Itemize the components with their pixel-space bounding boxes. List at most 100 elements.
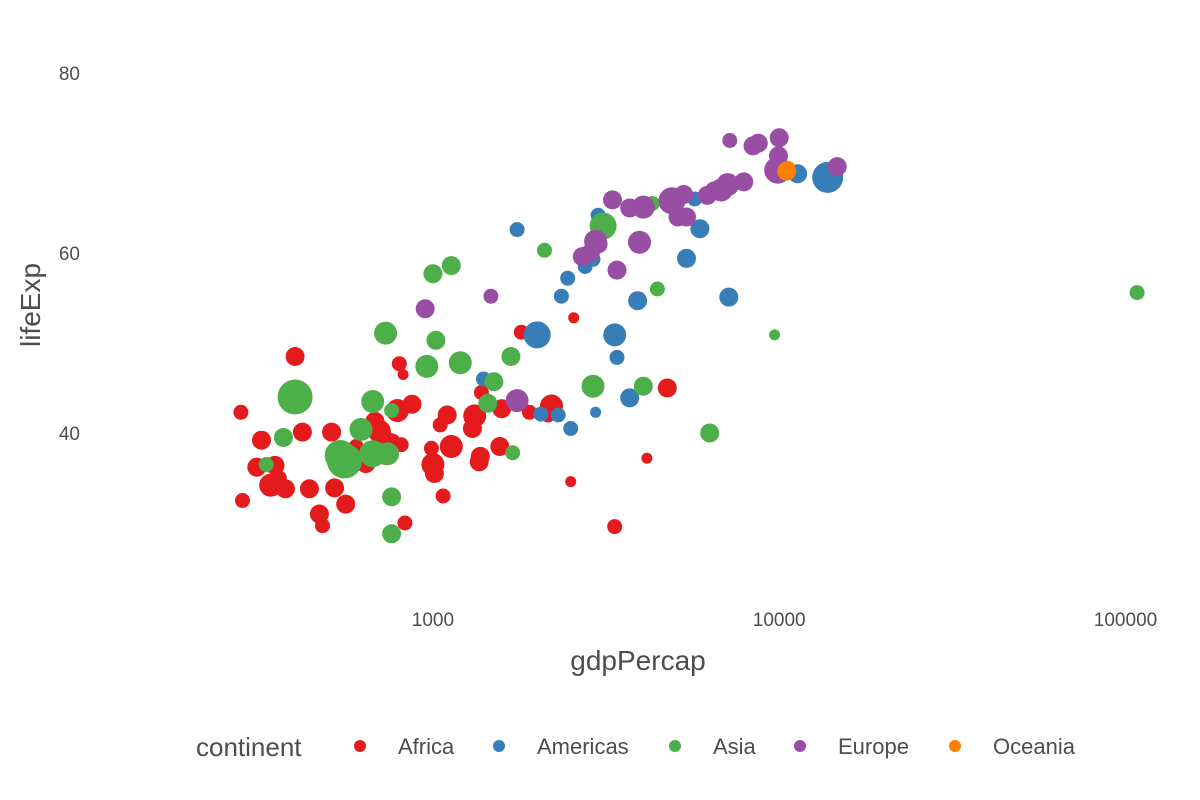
data-point-americas [603,323,627,347]
y-tick-label: 60 [59,244,80,265]
data-point-asia [581,374,605,398]
data-point-asia [258,457,274,472]
data-point-europe [483,288,499,304]
data-point-africa [402,394,422,414]
data-point-africa [424,464,444,483]
data-point-asia [415,354,439,378]
data-point-africa [336,494,356,514]
data-point-americas [533,406,549,422]
data-point-africa [607,519,623,535]
data-point-americas [609,349,625,365]
data-point-europe [748,133,768,153]
data-point-americas [563,421,579,436]
data-point-asia [374,321,398,345]
data-point-europe [415,299,435,319]
data-point-africa [252,430,271,450]
data-point-africa [470,446,490,466]
legend: continent Africa Americas Asia Europe Oceania [196,732,1076,762]
data-point-africa [490,437,510,456]
data-point-asia [1129,285,1145,301]
data-point-americas [719,287,739,307]
data-point-americas [509,222,525,238]
data-point-africa [325,478,345,498]
data-point-africa [292,422,312,442]
data-point-asia [382,487,402,507]
data-point-africa [391,356,407,372]
y-tick-label: 40 [59,424,80,445]
data-point-europe [722,133,738,148]
x-axis-title: gdpPercap [570,645,705,676]
data-point-europe [674,185,694,204]
data-point-americas [590,406,602,418]
data-point-africa [437,405,457,425]
data-point-europe [628,230,651,254]
data-point-americas [677,248,696,268]
data-point-europe [734,172,754,192]
data-point-asia [326,443,362,479]
data-point-asia [478,393,498,413]
data-point-africa [521,404,537,420]
data-point-americas [628,291,648,311]
data-point-americas [560,270,576,286]
data-point-africa [568,312,580,324]
legend-key-americas [493,740,505,752]
data-point-africa [641,452,653,464]
data-point-asia [349,417,373,441]
data-point-europe [677,207,696,227]
data-point-asia [382,524,402,544]
data-point-asia [384,403,400,418]
data-point-americas [690,219,710,239]
data-point-africa [322,422,342,442]
data-point-asia [441,256,461,276]
data-point-europe [588,234,608,254]
x-tick-label: 1000 [412,610,454,631]
data-point-africa [397,369,409,380]
data-point-americas [620,388,640,408]
data-point-africa [397,515,413,531]
data-point-africa [233,404,249,420]
legend-key-oceania [949,740,961,752]
data-point-americas [550,407,566,423]
data-point-africa [315,518,330,534]
data-point-europe [603,190,622,210]
data-point-asia [277,379,313,415]
data-point-africa [439,435,463,458]
data-point-asia [273,428,293,447]
points-layer [233,128,1145,544]
data-point-asia [361,390,385,413]
legend-label-europe: Europe [838,734,909,759]
data-point-africa [423,440,439,456]
legend-key-europe [794,740,806,752]
legend-label-africa: Africa [398,734,455,759]
data-point-africa [565,476,577,488]
data-point-europe [769,146,788,166]
data-point-europe [827,157,847,177]
data-point-americas [553,288,569,304]
data-point-asia [505,445,521,461]
legend-key-africa [354,740,366,752]
legend-label-oceania: Oceania [993,734,1076,759]
data-point-africa [435,488,451,504]
data-point-asia [484,372,504,392]
x-tick-label: 100000 [1094,610,1157,631]
data-point-asia [501,347,521,366]
y-tick-label: 80 [59,64,80,85]
data-point-asia [376,442,400,466]
legend-key-asia [669,740,681,752]
axes-layer: 1000 10000 100000 40 60 80 gdpPercap lifeExp [15,64,1157,676]
data-point-asia [700,423,720,443]
data-point-africa [285,347,305,366]
data-point-oceania [780,160,796,176]
data-point-asia [537,242,552,258]
data-point-africa [235,493,250,508]
legend-label-americas: Americas [537,734,629,759]
data-point-africa [275,479,295,499]
data-point-asia [423,264,443,284]
data-point-asia [769,329,781,341]
data-point-europe [716,173,740,197]
data-point-americas [523,321,551,349]
y-axis-title: lifeExp [15,263,46,347]
data-point-asia [633,376,653,396]
data-point-europe [631,195,655,219]
